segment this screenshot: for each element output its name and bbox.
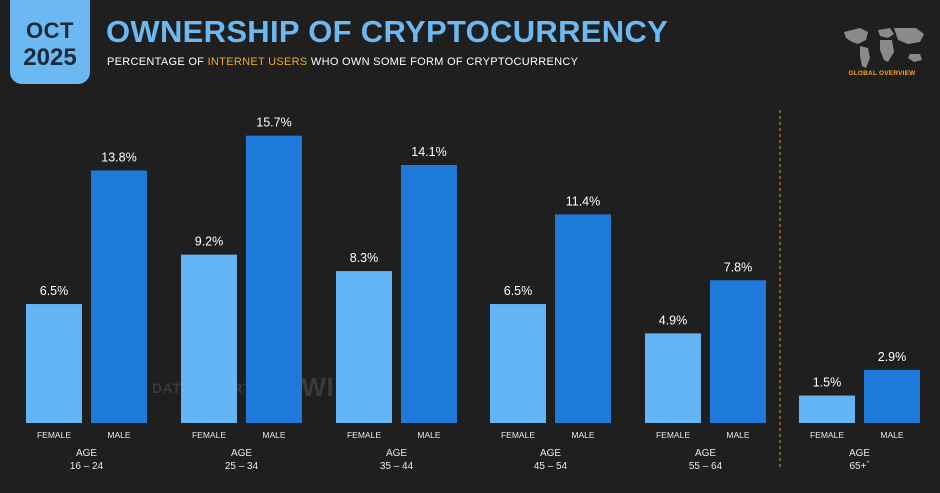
data-label-male: 13.8%	[101, 150, 136, 164]
global-overview-label: GLOBAL OVERVIEW	[848, 70, 916, 77]
series-label-female: FEMALE	[192, 430, 226, 440]
age-label: AGE	[695, 448, 716, 459]
bar-male	[91, 170, 147, 423]
date-badge: OCT 2025	[10, 0, 90, 84]
data-label-male: 15.7%	[256, 116, 291, 130]
bar-female	[336, 271, 392, 423]
bar-male	[246, 135, 302, 423]
series-label-female: FEMALE	[37, 430, 71, 440]
age-label: AGE	[849, 448, 870, 459]
bar-male	[401, 164, 457, 423]
page-subtitle: PERCENTAGE OF INTERNET USERS WHO OWN SOM…	[107, 56, 578, 68]
series-label-male: MALE	[571, 430, 594, 440]
series-label-male: MALE	[880, 430, 903, 440]
age-label: AGE	[76, 448, 97, 459]
age-range-label: 55 – 64	[689, 461, 723, 472]
subtitle-suffix: WHO OWN SOME FORM OF CRYPTOCURRENCY	[307, 56, 579, 68]
data-label-female: 9.2%	[195, 235, 224, 249]
subtitle-prefix: PERCENTAGE OF	[107, 56, 208, 68]
data-label-female: 1.5%	[813, 376, 842, 390]
data-label-female: 8.3%	[350, 251, 379, 265]
page-title: OWNERSHIP OF CRYPTOCURRENCY	[106, 14, 669, 49]
bar-male	[864, 369, 920, 423]
subtitle-highlight: INTERNET USERS	[207, 56, 308, 68]
series-label-female: FEMALE	[810, 430, 844, 440]
badge-month: OCT	[26, 18, 74, 43]
bar-male	[555, 214, 611, 423]
footnote-marker: *	[866, 459, 869, 468]
age-label: AGE	[540, 448, 561, 459]
series-label-female: FEMALE	[347, 430, 381, 440]
world-map-icon	[844, 28, 924, 68]
age-range-label: 45 – 54	[534, 461, 568, 472]
data-label-female: 4.9%	[659, 313, 688, 327]
bar-female	[181, 254, 237, 423]
bar-female	[645, 333, 701, 423]
bar-female	[490, 304, 546, 423]
data-label-male: 2.9%	[878, 350, 907, 364]
series-label-male: MALE	[107, 430, 130, 440]
series-label-male: MALE	[417, 430, 440, 440]
series-label-male: MALE	[262, 430, 285, 440]
series-label-female: FEMALE	[656, 430, 690, 440]
age-range-label: 16 – 24	[70, 461, 104, 472]
data-label-male: 14.1%	[411, 145, 446, 159]
data-label-male: 7.8%	[724, 260, 753, 274]
age-label: AGE	[231, 448, 252, 459]
bar-male	[710, 280, 766, 423]
series-label-female: FEMALE	[501, 430, 535, 440]
bar-female	[799, 395, 855, 423]
data-label-male: 11.4%	[566, 194, 601, 208]
bar-female	[26, 304, 82, 423]
data-label-female: 6.5%	[40, 284, 69, 298]
age-range-label: 25 – 34	[225, 461, 259, 472]
series-label-male: MALE	[726, 430, 749, 440]
age-range-label: 35 – 44	[380, 461, 414, 472]
age-label: AGE	[386, 448, 407, 459]
age-range-label: 65+*	[849, 459, 869, 472]
data-label-female: 6.5%	[504, 284, 533, 298]
badge-year: 2025	[23, 44, 77, 71]
